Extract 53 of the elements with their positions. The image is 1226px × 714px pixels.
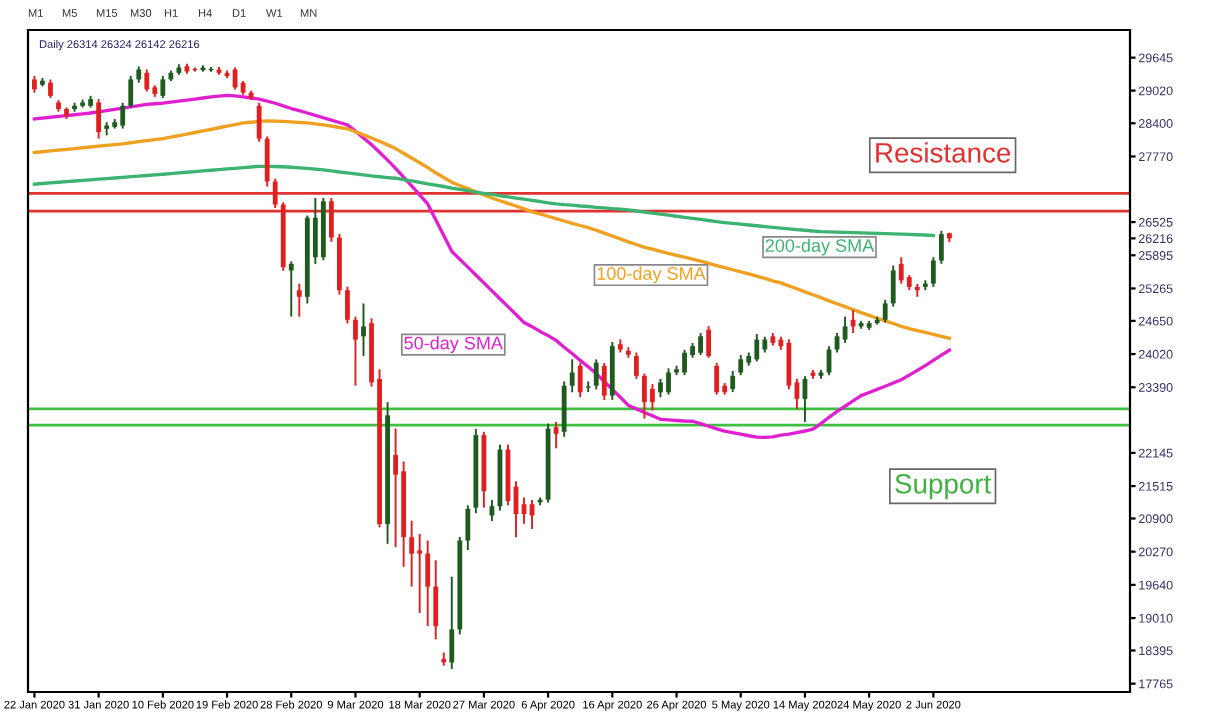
candlestick (96, 98, 102, 140)
annotation: Support (895, 474, 992, 500)
candlestick (296, 282, 302, 318)
candlestick (601, 362, 607, 401)
candlestick (353, 315, 358, 387)
candlestick (633, 351, 639, 380)
candlestick (938, 229, 944, 265)
candlestick (666, 367, 671, 396)
series-label: 50-day SMA (404, 336, 503, 353)
candlestick (706, 325, 712, 359)
candlestick (754, 333, 760, 363)
candlestick (256, 101, 262, 143)
candlestick (882, 298, 888, 324)
candlestick (698, 332, 704, 357)
candlestick (409, 519, 415, 588)
candlestick (328, 197, 334, 243)
candlestick (561, 380, 567, 438)
candlestick (682, 348, 687, 377)
candlestick (850, 309, 856, 334)
candlestick (465, 504, 471, 552)
candlestick (393, 427, 399, 549)
annotation: Resistance (876, 142, 1011, 163)
candlestick (288, 260, 294, 318)
candlestick (642, 372, 647, 420)
candlestick (714, 362, 720, 396)
candlestick (577, 362, 583, 399)
candlestick (48, 78, 53, 99)
candlestick (898, 256, 904, 285)
series-label: 100-day SMA (597, 266, 706, 284)
candlestick (890, 264, 896, 308)
candlestick (433, 559, 439, 641)
candlestick (658, 377, 663, 399)
candlestick (425, 539, 431, 628)
candlestick (786, 338, 792, 391)
candlestick (361, 302, 366, 358)
candlestick (120, 101, 126, 130)
candlestick (569, 358, 575, 394)
candlestick (144, 68, 150, 93)
candlestick (593, 358, 599, 391)
candlestick (128, 74, 134, 109)
candlestick (650, 383, 655, 412)
candlestick (738, 354, 744, 377)
candlestick (160, 74, 166, 99)
candlestick (449, 575, 455, 670)
candlestick (930, 256, 936, 288)
series-label: 200-day SMA (765, 238, 875, 256)
candlestick (345, 285, 350, 325)
candlestick (553, 420, 559, 450)
candlestick (264, 135, 270, 188)
candlestick (272, 177, 278, 210)
candlestick (585, 380, 591, 393)
candlestick (417, 532, 423, 614)
candlestick (730, 369, 736, 393)
